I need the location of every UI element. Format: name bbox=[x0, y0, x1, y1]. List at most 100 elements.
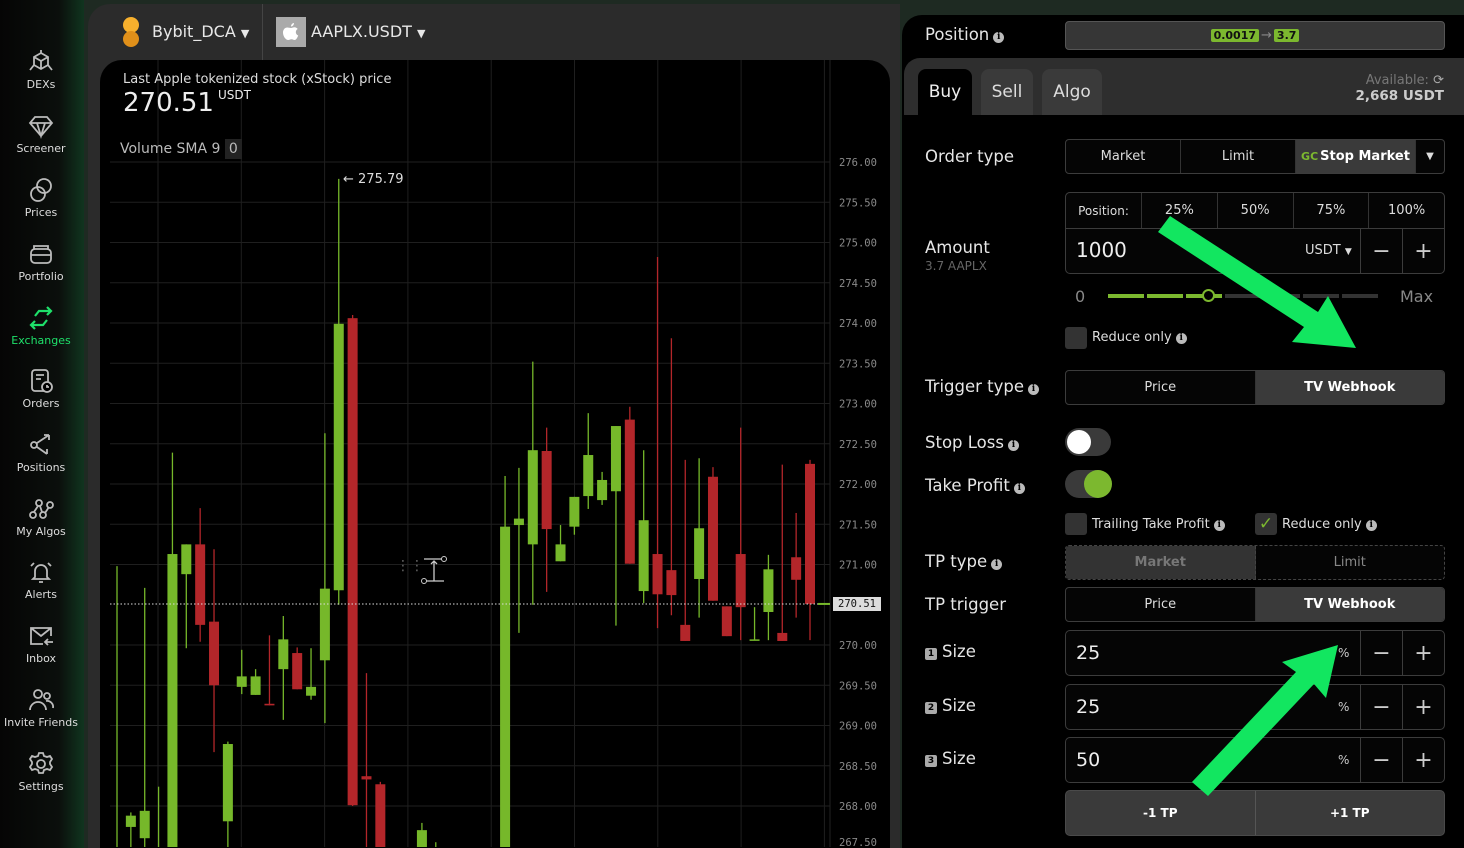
stop-loss-toggle[interactable] bbox=[1065, 428, 1111, 456]
tp-size-unit: % bbox=[1338, 753, 1350, 767]
orders-icon bbox=[31, 369, 53, 393]
sidebar-item-settings[interactable]: Settings bbox=[0, 750, 82, 793]
tp-trigger-selector[interactable]: Price TV Webhook bbox=[1065, 587, 1445, 622]
candle-body bbox=[610, 426, 621, 492]
candle-body bbox=[735, 554, 746, 608]
tab-sell[interactable]: Sell bbox=[981, 69, 1033, 115]
tp-size-decrement-button[interactable]: − bbox=[1360, 738, 1402, 782]
order-type-stop-market[interactable]: GC Stop Market bbox=[1296, 140, 1416, 173]
preset-100[interactable]: 100% bbox=[1388, 203, 1426, 218]
y-tick-label: 270.00 bbox=[839, 640, 877, 652]
order-type-market[interactable]: Market bbox=[1066, 140, 1181, 173]
tp-reduce-only-checkbox[interactable]: ✓ bbox=[1255, 513, 1277, 535]
candlestick-chart[interactable]: 276.00 275.50 275.00 274.50 274.00 273.50 273.… bbox=[100, 60, 890, 848]
amount-unit-select[interactable]: USDT ▼ bbox=[1305, 243, 1352, 258]
sidebar-item-prices[interactable]: Prices bbox=[0, 176, 82, 219]
info-icon[interactable]: i bbox=[991, 559, 1003, 570]
drag-handle-icon[interactable]: ⋮⋮ bbox=[396, 558, 424, 574]
measure-tool-icon[interactable] bbox=[420, 555, 450, 587]
sidebar-item-screener[interactable]: Screener bbox=[0, 112, 82, 155]
tp-size-input[interactable]: 25 bbox=[1076, 642, 1101, 664]
mail-icon bbox=[30, 627, 53, 646]
remove-tp-button[interactable]: -1 TP bbox=[1066, 791, 1256, 835]
preset-25[interactable]: 25% bbox=[1142, 193, 1218, 228]
amount-input[interactable]: 1000 bbox=[1076, 238, 1127, 262]
info-icon[interactable]: i bbox=[1175, 333, 1187, 344]
reduce-only-checkbox[interactable] bbox=[1065, 327, 1087, 349]
tp-size-increment-button[interactable]: + bbox=[1402, 738, 1444, 782]
sidebar-label: Invite Friends bbox=[4, 716, 78, 729]
amount-slider[interactable] bbox=[1108, 289, 1378, 302]
info-icon[interactable]: i bbox=[1013, 483, 1025, 494]
algos-icon bbox=[29, 499, 54, 519]
candle-body bbox=[763, 569, 774, 612]
sidebar-item-orders[interactable]: Orders bbox=[0, 367, 82, 410]
position-label: Position i bbox=[925, 25, 1005, 44]
candle-body bbox=[292, 653, 303, 690]
sidebar-item-alerts[interactable]: Alerts bbox=[0, 558, 82, 601]
tp-size-label: 3 Size bbox=[925, 749, 976, 768]
sidebar-label: My Algos bbox=[16, 525, 66, 538]
info-icon[interactable]: i bbox=[993, 32, 1005, 43]
tp-size-input[interactable]: 50 bbox=[1076, 749, 1101, 771]
info-icon[interactable]: i bbox=[1007, 440, 1019, 451]
trigger-price[interactable]: Price bbox=[1066, 371, 1256, 404]
take-profit-toggle[interactable] bbox=[1065, 470, 1112, 498]
sidebar-item-my-algos[interactable]: My Algos bbox=[0, 495, 82, 538]
tp-size-increment-button[interactable]: + bbox=[1402, 685, 1444, 729]
tp-trigger-tv-webhook[interactable]: TV Webhook bbox=[1255, 588, 1444, 621]
tab-algo[interactable]: Algo bbox=[1042, 69, 1102, 115]
tp-size-unit: % bbox=[1338, 700, 1350, 714]
candle-body bbox=[777, 632, 788, 641]
order-type-dropdown-icon[interactable]: ▼ bbox=[1426, 151, 1434, 162]
amount-input-row: 1000 USDT ▼ − + bbox=[1066, 229, 1444, 273]
pair-selector[interactable]: AAPLX.USDT ▼ bbox=[311, 22, 425, 41]
info-icon[interactable]: i bbox=[1213, 520, 1225, 531]
tp-size-increment-button[interactable]: + bbox=[1402, 631, 1444, 675]
preset-50[interactable]: 50% bbox=[1218, 193, 1294, 228]
info-icon[interactable]: i bbox=[1028, 384, 1040, 395]
slider-segment bbox=[1342, 294, 1378, 298]
bell-icon bbox=[30, 562, 52, 583]
tp-size-input[interactable]: 25 bbox=[1076, 696, 1101, 718]
preset-75[interactable]: 75% bbox=[1294, 193, 1370, 228]
candle-body bbox=[333, 323, 344, 591]
tp-size-decrement-button[interactable]: − bbox=[1360, 631, 1402, 675]
y-tick-label: 275.00 bbox=[839, 238, 877, 250]
indicator-legend[interactable]: Volume SMA 9 0 bbox=[120, 139, 242, 159]
trigger-tv-webhook[interactable]: TV Webhook bbox=[1255, 371, 1444, 404]
add-tp-button[interactable]: +1 TP bbox=[1329, 806, 1370, 820]
slider-thumb[interactable] bbox=[1201, 289, 1215, 302]
candle-body bbox=[250, 676, 261, 695]
refresh-icon[interactable]: ⟳ bbox=[1433, 73, 1444, 88]
amount-decrement-button[interactable]: − bbox=[1360, 229, 1402, 273]
candle-body bbox=[694, 528, 705, 579]
amount-sub: 3.7 AAPLX bbox=[925, 259, 987, 273]
amount-increment-button[interactable]: + bbox=[1402, 229, 1444, 273]
info-icon[interactable]: i bbox=[1365, 520, 1377, 531]
sidebar-item-positions[interactable]: Positions bbox=[0, 431, 82, 474]
trigger-type-selector[interactable]: Price TV Webhook bbox=[1065, 370, 1445, 405]
position-from-badge: 0.0017 bbox=[1210, 29, 1260, 42]
sidebar-item-exchanges[interactable]: Exchanges bbox=[0, 304, 82, 347]
order-type-selector[interactable]: Market Limit GC Stop Market ▼ bbox=[1065, 139, 1445, 174]
trailing-tp-checkbox[interactable] bbox=[1065, 513, 1087, 535]
sidebar-label: Orders bbox=[22, 397, 60, 410]
position-presets: Position: 25% 50% 75% 100% bbox=[1065, 192, 1445, 229]
tab-buy[interactable]: Buy bbox=[918, 69, 972, 115]
sidebar-item-inbox[interactable]: Inbox bbox=[0, 622, 82, 665]
candle-body bbox=[805, 463, 815, 604]
sidebar-item-portfolio[interactable]: Portfolio bbox=[0, 240, 82, 283]
candle-body bbox=[652, 554, 663, 595]
candle-body bbox=[236, 676, 247, 687]
tp-size-decrement-button[interactable]: − bbox=[1360, 685, 1402, 729]
y-tick-label: 271.50 bbox=[839, 519, 877, 531]
sidebar-item-dexs[interactable]: DEXs bbox=[0, 48, 82, 91]
price-chart[interactable]: 276.00 275.50 275.00 274.50 274.00 273.50 273.… bbox=[100, 60, 890, 848]
tp-trigger-price[interactable]: Price bbox=[1066, 588, 1256, 621]
account-selector[interactable]: Bybit_DCA ▼ bbox=[152, 22, 249, 41]
candle-body bbox=[721, 606, 732, 637]
candle-body bbox=[278, 639, 289, 670]
sidebar-item-invite-friends[interactable]: Invite Friends bbox=[0, 686, 82, 729]
order-type-limit[interactable]: Limit bbox=[1181, 140, 1296, 173]
